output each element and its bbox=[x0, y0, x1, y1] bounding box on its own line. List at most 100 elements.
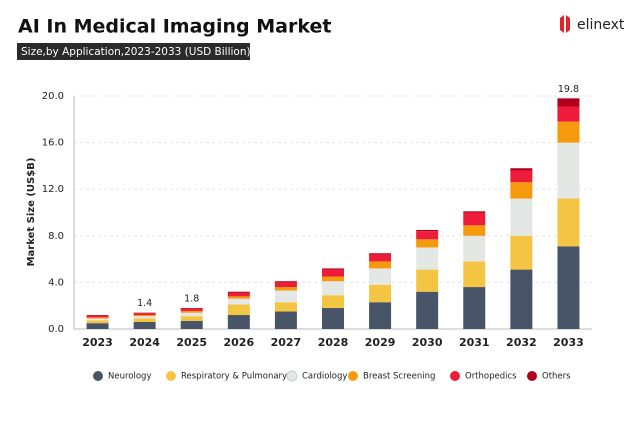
bar-segment bbox=[227, 296, 250, 299]
bar-segment bbox=[180, 308, 203, 311]
bar-segment bbox=[274, 302, 297, 312]
legend-marker bbox=[527, 371, 537, 381]
bar-segment bbox=[133, 313, 156, 316]
bar-segment bbox=[510, 170, 533, 183]
legend-marker bbox=[450, 371, 460, 381]
bar-segment bbox=[322, 269, 344, 277]
legend-marker bbox=[93, 371, 103, 381]
x-tick-label: 2032 bbox=[506, 336, 537, 349]
bar-segment bbox=[416, 239, 439, 248]
bar-segment bbox=[133, 312, 156, 314]
bar-segment bbox=[416, 247, 439, 270]
bar-segment bbox=[463, 235, 486, 262]
total-label: 1.4 bbox=[137, 298, 152, 309]
bar-segment bbox=[86, 315, 109, 318]
bar-segment bbox=[557, 246, 580, 329]
legend-label: Others bbox=[542, 372, 571, 382]
logo: elinext bbox=[560, 15, 625, 33]
bar-segment bbox=[86, 318, 109, 321]
bar-segment bbox=[227, 292, 250, 297]
bar-segment bbox=[416, 269, 439, 292]
legend-marker bbox=[286, 370, 298, 382]
bar-segment bbox=[322, 276, 344, 282]
y-tick-label: 20.0 bbox=[42, 91, 64, 102]
bar-segment bbox=[463, 261, 486, 288]
bar-segment bbox=[227, 298, 250, 305]
x-tick-label: 2030 bbox=[412, 336, 443, 349]
x-tick-label: 2028 bbox=[318, 336, 349, 349]
x-tick-label: 2027 bbox=[271, 336, 302, 349]
total-label: 1.8 bbox=[184, 294, 199, 305]
legend-label: Orthopedics bbox=[465, 372, 517, 382]
bar-segment bbox=[86, 320, 109, 324]
y-tick-label: 0.0 bbox=[48, 324, 64, 335]
bar-segment bbox=[416, 291, 439, 329]
bar-segment bbox=[369, 261, 392, 269]
bar-segment bbox=[180, 308, 203, 309]
bar-segment bbox=[133, 318, 156, 323]
bar-segment bbox=[227, 304, 250, 316]
y-tick-label: 16.0 bbox=[42, 138, 64, 149]
total-label: 19.8 bbox=[558, 84, 579, 95]
bar-segment bbox=[557, 142, 580, 199]
bar-segment bbox=[227, 315, 250, 329]
bar-segment bbox=[322, 281, 344, 296]
bar-segment bbox=[557, 121, 580, 143]
bar-segment bbox=[180, 312, 203, 317]
bar-segment bbox=[369, 253, 392, 255]
bar-segment bbox=[227, 291, 250, 293]
brand: elinext bbox=[577, 17, 625, 33]
bar-segment bbox=[510, 235, 533, 270]
bar-segment bbox=[463, 212, 486, 226]
bar-segment bbox=[274, 290, 297, 303]
bar-segment bbox=[133, 316, 156, 319]
bar-segment bbox=[180, 310, 203, 313]
bar-segment bbox=[322, 295, 344, 309]
bar-segment bbox=[322, 308, 344, 329]
legend-marker bbox=[348, 371, 358, 381]
bar-segment bbox=[463, 287, 486, 329]
logo-icon bbox=[560, 15, 570, 33]
y-tick-label: 12.0 bbox=[42, 184, 64, 195]
y-tick-label: 4.0 bbox=[48, 277, 64, 288]
bar-segment bbox=[86, 323, 109, 329]
y-tick-label: 8.0 bbox=[48, 231, 64, 242]
bar-segment bbox=[557, 106, 580, 122]
x-tick-label: 2029 bbox=[365, 336, 396, 349]
bar-segment bbox=[510, 182, 533, 199]
bar-segment bbox=[274, 287, 297, 291]
bar-segment bbox=[369, 268, 392, 285]
bar-segment bbox=[274, 311, 297, 329]
x-tick-label: 2033 bbox=[553, 336, 584, 349]
bar-segment bbox=[86, 315, 109, 316]
bar-segment bbox=[557, 98, 580, 107]
subtitle-box bbox=[17, 43, 250, 60]
bar-segment bbox=[463, 225, 486, 236]
legend-label: Breast Screening bbox=[363, 372, 435, 382]
chart-title: AI In Medical Imaging Market bbox=[18, 16, 331, 38]
bar-segment bbox=[369, 302, 392, 329]
x-tick-label: 2026 bbox=[224, 336, 255, 349]
x-tick-label: 2023 bbox=[82, 336, 113, 349]
bar-segment bbox=[557, 198, 580, 247]
legend-marker bbox=[166, 371, 176, 381]
legend-label: Cardiology bbox=[302, 372, 347, 382]
bar-segment bbox=[274, 281, 297, 283]
bar-segment bbox=[510, 269, 533, 329]
y-axis-label: Market Size (US$B) bbox=[26, 158, 37, 267]
x-tick-label: 2025 bbox=[176, 336, 207, 349]
bar-segment bbox=[510, 168, 533, 171]
bar-segment bbox=[369, 254, 392, 262]
bar-segment bbox=[180, 316, 203, 321]
bar-segment bbox=[274, 282, 297, 288]
bar-segment bbox=[416, 231, 439, 240]
bar-segment bbox=[369, 284, 392, 303]
bar-segment bbox=[322, 268, 344, 270]
bar-segment bbox=[463, 211, 486, 213]
bar-segment bbox=[510, 198, 533, 236]
chart-subtitle: Size,by Application,2023-2033 (USD Billi… bbox=[21, 46, 251, 58]
bar-segment bbox=[180, 320, 203, 329]
bar-segment bbox=[133, 322, 156, 329]
